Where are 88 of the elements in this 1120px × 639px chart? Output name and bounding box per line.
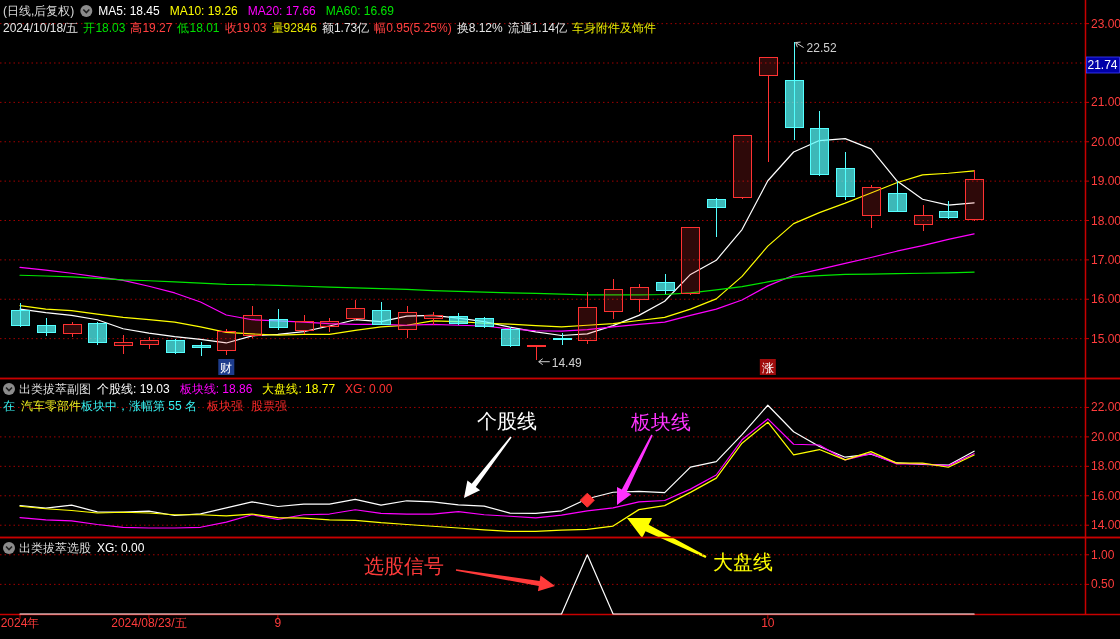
candlestick (295, 314, 314, 335)
candlestick (346, 299, 365, 321)
candlestick (939, 200, 958, 220)
candlestick (88, 321, 107, 346)
text: 个股线: 19.03 (97, 382, 171, 396)
candlestick (630, 283, 649, 313)
candlestick (11, 302, 30, 328)
candlestick (372, 301, 391, 326)
y-tick-label: 23.00 (1091, 16, 1120, 31)
annotation: 汽车零部件 (21, 399, 81, 413)
candlestick (398, 305, 417, 339)
line-series (19, 233, 975, 332)
annotation: 板块中，涨幅第 55 名 (80, 399, 198, 413)
text: XG: 0.00 (345, 382, 393, 396)
y-tick-label: 16.00 (1091, 488, 1120, 503)
candlestick (681, 226, 700, 296)
candlestick (140, 336, 159, 350)
candlestick (192, 341, 211, 357)
x-tick-label: 9 (274, 616, 282, 630)
candlestick (888, 180, 907, 213)
annotation: 板块强 (206, 399, 244, 413)
y-tick-label: 15.00 (1091, 331, 1120, 346)
candlestick (914, 204, 933, 232)
candlestick (785, 41, 804, 141)
candlestick (449, 312, 468, 326)
line-series (19, 138, 975, 344)
annotation: 涨 (761, 361, 774, 375)
text: 大盘线: 18.77 (262, 382, 336, 396)
chart-title: (日线,后复权) (3, 4, 75, 18)
y-tick-label: 19.00 (1091, 174, 1120, 189)
candlestick (604, 278, 623, 320)
candlestick (707, 197, 726, 238)
x-tick-label: 2024年 (0, 616, 40, 630)
candlestick (759, 56, 778, 163)
line-series (19, 170, 975, 336)
candlestick (527, 344, 546, 361)
candlestick (424, 311, 443, 326)
x-tick-label: 10 (761, 616, 775, 630)
candlestick (475, 316, 494, 329)
y-tick-label: 20.00 (1091, 429, 1120, 444)
candlestick (501, 326, 520, 348)
y-tick-label: 16.00 (1091, 292, 1120, 307)
annotation: 股票强 (251, 399, 288, 413)
text: 板块线: 18.86 (178, 382, 253, 396)
candlestick (810, 110, 829, 177)
annotation: 14.49 (551, 355, 583, 370)
chart-title: 出类拔萃选股 (19, 541, 91, 555)
candlestick (578, 291, 597, 345)
y-tick-label: 22.00 (1091, 400, 1120, 415)
text: MA60: 16.69 (325, 4, 395, 18)
candlestick (269, 308, 288, 331)
chart-title: 出类拔萃副图 (19, 382, 91, 396)
y-tick-label: 14.00 (1091, 518, 1120, 533)
annotation: 财 (220, 361, 233, 375)
y-tick-label: 20.00 (1091, 134, 1120, 149)
y-tick-label: 18.00 (1091, 213, 1120, 228)
y-tick-label: 1.00 (1091, 547, 1115, 562)
annotation: 个股线 (477, 410, 537, 432)
candlestick (114, 334, 133, 355)
annotation: 选股信号 (364, 555, 444, 577)
candlestick (243, 305, 262, 339)
text: 21.74 (1087, 58, 1118, 72)
candlestick (733, 134, 752, 200)
candlestick (217, 328, 236, 356)
text: 2024/10/18/五 开18.03 高19.27 低18.01 收19.03 量92846 额1.73亿 幅0.95(5.25%) 换8.12% 流通1.14亿 车身附件及饰件 (3, 21, 657, 35)
candlestick (37, 317, 56, 337)
y-tick-label: 17.00 (1091, 252, 1120, 267)
text: MA5: 18.45 (98, 4, 161, 18)
candlestick (553, 332, 572, 346)
candlestick (63, 321, 82, 338)
y-tick-label: 21.00 (1091, 95, 1120, 110)
candlestick (862, 184, 881, 229)
text: MA10: 19.26 (169, 4, 239, 18)
text: MA20: 17.66 (247, 4, 317, 18)
annotation: 22.52 (806, 40, 837, 55)
y-tick-label: 18.00 (1091, 459, 1120, 474)
annotation: 板块线 (630, 411, 691, 433)
line-series (19, 271, 975, 296)
candlestick (320, 317, 339, 333)
annotation: 大盘线 (713, 551, 773, 573)
x-tick-label: 2024/08/23/五 (111, 616, 187, 630)
text: XG: 0.00 (97, 541, 145, 555)
y-tick-label: 0.50 (1091, 577, 1115, 592)
candlestick (836, 151, 855, 201)
candlestick (166, 338, 185, 355)
annotation: 在 (3, 399, 15, 413)
candlestick (965, 169, 984, 222)
candlestick (656, 273, 675, 295)
